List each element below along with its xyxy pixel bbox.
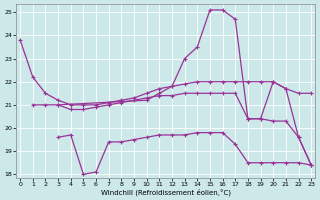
X-axis label: Windchill (Refroidissement éolien,°C): Windchill (Refroidissement éolien,°C): [101, 188, 231, 196]
